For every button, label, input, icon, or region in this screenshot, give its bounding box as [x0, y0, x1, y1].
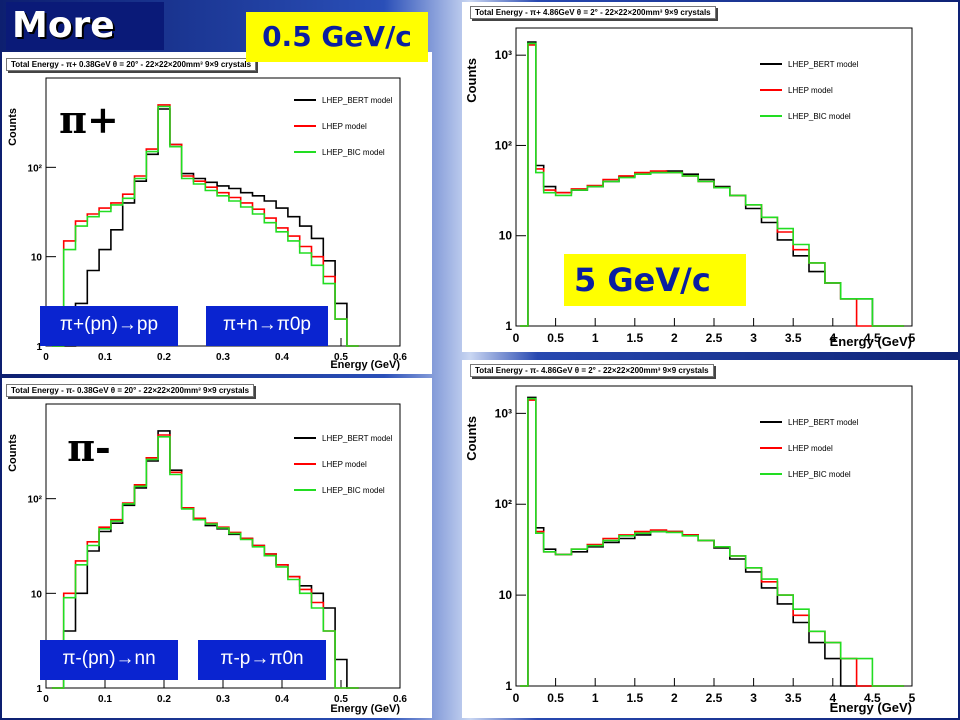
- plot-title: Total Energy - π- 4.86GeV θ = 2° - 22×22…: [470, 364, 714, 377]
- y-axis-label: Counts: [7, 108, 19, 146]
- x-tick-label: 2.5: [706, 331, 723, 345]
- legend-label: LHEP_BIC model: [788, 470, 851, 479]
- high-momentum-callout: 5 GeV/c: [564, 254, 746, 306]
- plot-title: Total Energy - π- 0.38GeV θ = 20° - 22×2…: [6, 384, 255, 397]
- legend-label: LHEP_BIC model: [788, 112, 851, 121]
- legend-label: LHEP_BIC model: [322, 486, 385, 495]
- x-tick-label: 0.4: [275, 352, 289, 363]
- x-tick-label: 2.5: [706, 691, 723, 705]
- y-tick-label: 10²: [495, 497, 512, 511]
- legend-label: LHEP_BERT model: [788, 60, 859, 69]
- x-tick-label: 0: [43, 352, 49, 363]
- x-axis-label: Energy (GeV): [330, 359, 400, 371]
- x-tick-label: 1: [592, 331, 599, 345]
- x-tick-label: 0.1: [98, 352, 112, 363]
- x-axis-label: Energy (GeV): [330, 703, 400, 715]
- x-tick-label: 2: [671, 691, 678, 705]
- x-tick-label: 2: [671, 331, 678, 345]
- x-tick-label: 4.5: [864, 331, 881, 345]
- legend-label: LHEP_BERT model: [788, 418, 859, 427]
- series-line-2: [520, 397, 905, 687]
- y-tick-label: 10: [499, 229, 513, 243]
- x-tick-label: 0.3: [216, 694, 230, 705]
- series-line-2: [51, 436, 359, 689]
- x-tick-label: 4: [829, 331, 836, 345]
- legend-label: LHEP model: [322, 122, 367, 131]
- series-line-2: [51, 105, 359, 347]
- legend-label: LHEP_BIC model: [322, 148, 385, 157]
- y-tick-label: 10³: [495, 406, 512, 420]
- x-tick-label: 0.2: [157, 352, 171, 363]
- x-tick-label: 1: [592, 691, 599, 705]
- pi-plus-label: π+: [56, 94, 122, 146]
- y-tick-label: 1: [505, 319, 512, 333]
- x-tick-label: 0.5: [334, 694, 348, 705]
- y-tick-label: 1: [36, 684, 42, 695]
- slide-title: More: [6, 2, 164, 50]
- x-tick-label: 0.3: [216, 352, 230, 363]
- legend-label: LHEP model: [788, 86, 833, 95]
- series-line-2: [520, 42, 905, 327]
- plot-panel-pi-minus-high: 0 0.5 1 1.5 2 2.5 3 3.5 4 4.5 5 1 10 10² 10³ Energy (Ge…: [462, 360, 958, 718]
- y-tick-label: 1: [36, 342, 42, 353]
- y-axis-label: Counts: [464, 58, 479, 103]
- x-tick-label: 5: [909, 691, 916, 705]
- x-tick-label: 0.5: [547, 691, 564, 705]
- y-tick-label: 10: [31, 253, 43, 264]
- legend-label: LHEP model: [788, 444, 833, 453]
- x-tick-label: 5: [909, 331, 916, 345]
- legend-label: LHEP model: [322, 460, 367, 469]
- x-tick-label: 1.5: [626, 691, 643, 705]
- y-tick-label: 10³: [495, 48, 512, 62]
- x-tick-label: 0.4: [275, 694, 289, 705]
- reaction-label: π-p→π0n: [198, 640, 326, 680]
- x-tick-label: 3: [750, 691, 757, 705]
- x-tick-label: 4.5: [864, 691, 881, 705]
- y-tick-label: 1: [505, 679, 512, 693]
- x-tick-label: 0: [513, 691, 520, 705]
- y-axis-label: Counts: [7, 434, 19, 472]
- x-tick-label: 0: [43, 694, 49, 705]
- y-tick-label: 10: [31, 589, 43, 600]
- plot-title: Total Energy - π+ 4.86GeV θ = 2° - 22×22…: [470, 6, 716, 19]
- x-tick-label: 0: [513, 331, 520, 345]
- x-axis-label: Energy (GeV): [830, 700, 912, 715]
- reaction-label: π+(pn)→pp: [40, 306, 178, 346]
- y-axis-label: Counts: [464, 416, 479, 461]
- x-tick-label: 0.6: [393, 694, 407, 705]
- x-tick-label: 0.1: [98, 694, 112, 705]
- plot-title: Total Energy - π+ 0.38GeV θ = 20° - 22×2…: [6, 58, 257, 71]
- x-tick-label: 0.2: [157, 694, 171, 705]
- legend-label: LHEP_BERT model: [322, 434, 393, 443]
- x-axis-label: Energy (GeV): [830, 334, 912, 349]
- y-tick-label: 10²: [28, 495, 43, 506]
- x-tick-label: 3.5: [785, 331, 802, 345]
- x-tick-label: 3.5: [785, 691, 802, 705]
- plot-frame: [515, 385, 913, 687]
- y-tick-label: 10²: [28, 163, 43, 174]
- x-tick-label: 4: [829, 691, 836, 705]
- y-tick-label: 10: [499, 588, 513, 602]
- reaction-label: π-(pn)→nn: [40, 640, 178, 680]
- x-tick-label: 3: [750, 331, 757, 345]
- low-momentum-callout: 0.5 GeV/c: [246, 12, 428, 62]
- pi-minus-label: π-: [56, 422, 122, 474]
- x-tick-label: 0.5: [334, 352, 348, 363]
- x-tick-label: 0.6: [393, 352, 407, 363]
- chart-pi-minus-high: 0 0.5 1 1.5 2 2.5 3 3.5 4 4.5 5 1 10 10² 10³ Energy (Ge…: [464, 385, 916, 715]
- x-tick-label: 1.5: [626, 331, 643, 345]
- reaction-label: π+n→π0p: [206, 306, 328, 346]
- y-tick-label: 10²: [495, 138, 512, 152]
- x-tick-label: 0.5: [547, 331, 564, 345]
- legend-label: LHEP_BERT model: [322, 96, 393, 105]
